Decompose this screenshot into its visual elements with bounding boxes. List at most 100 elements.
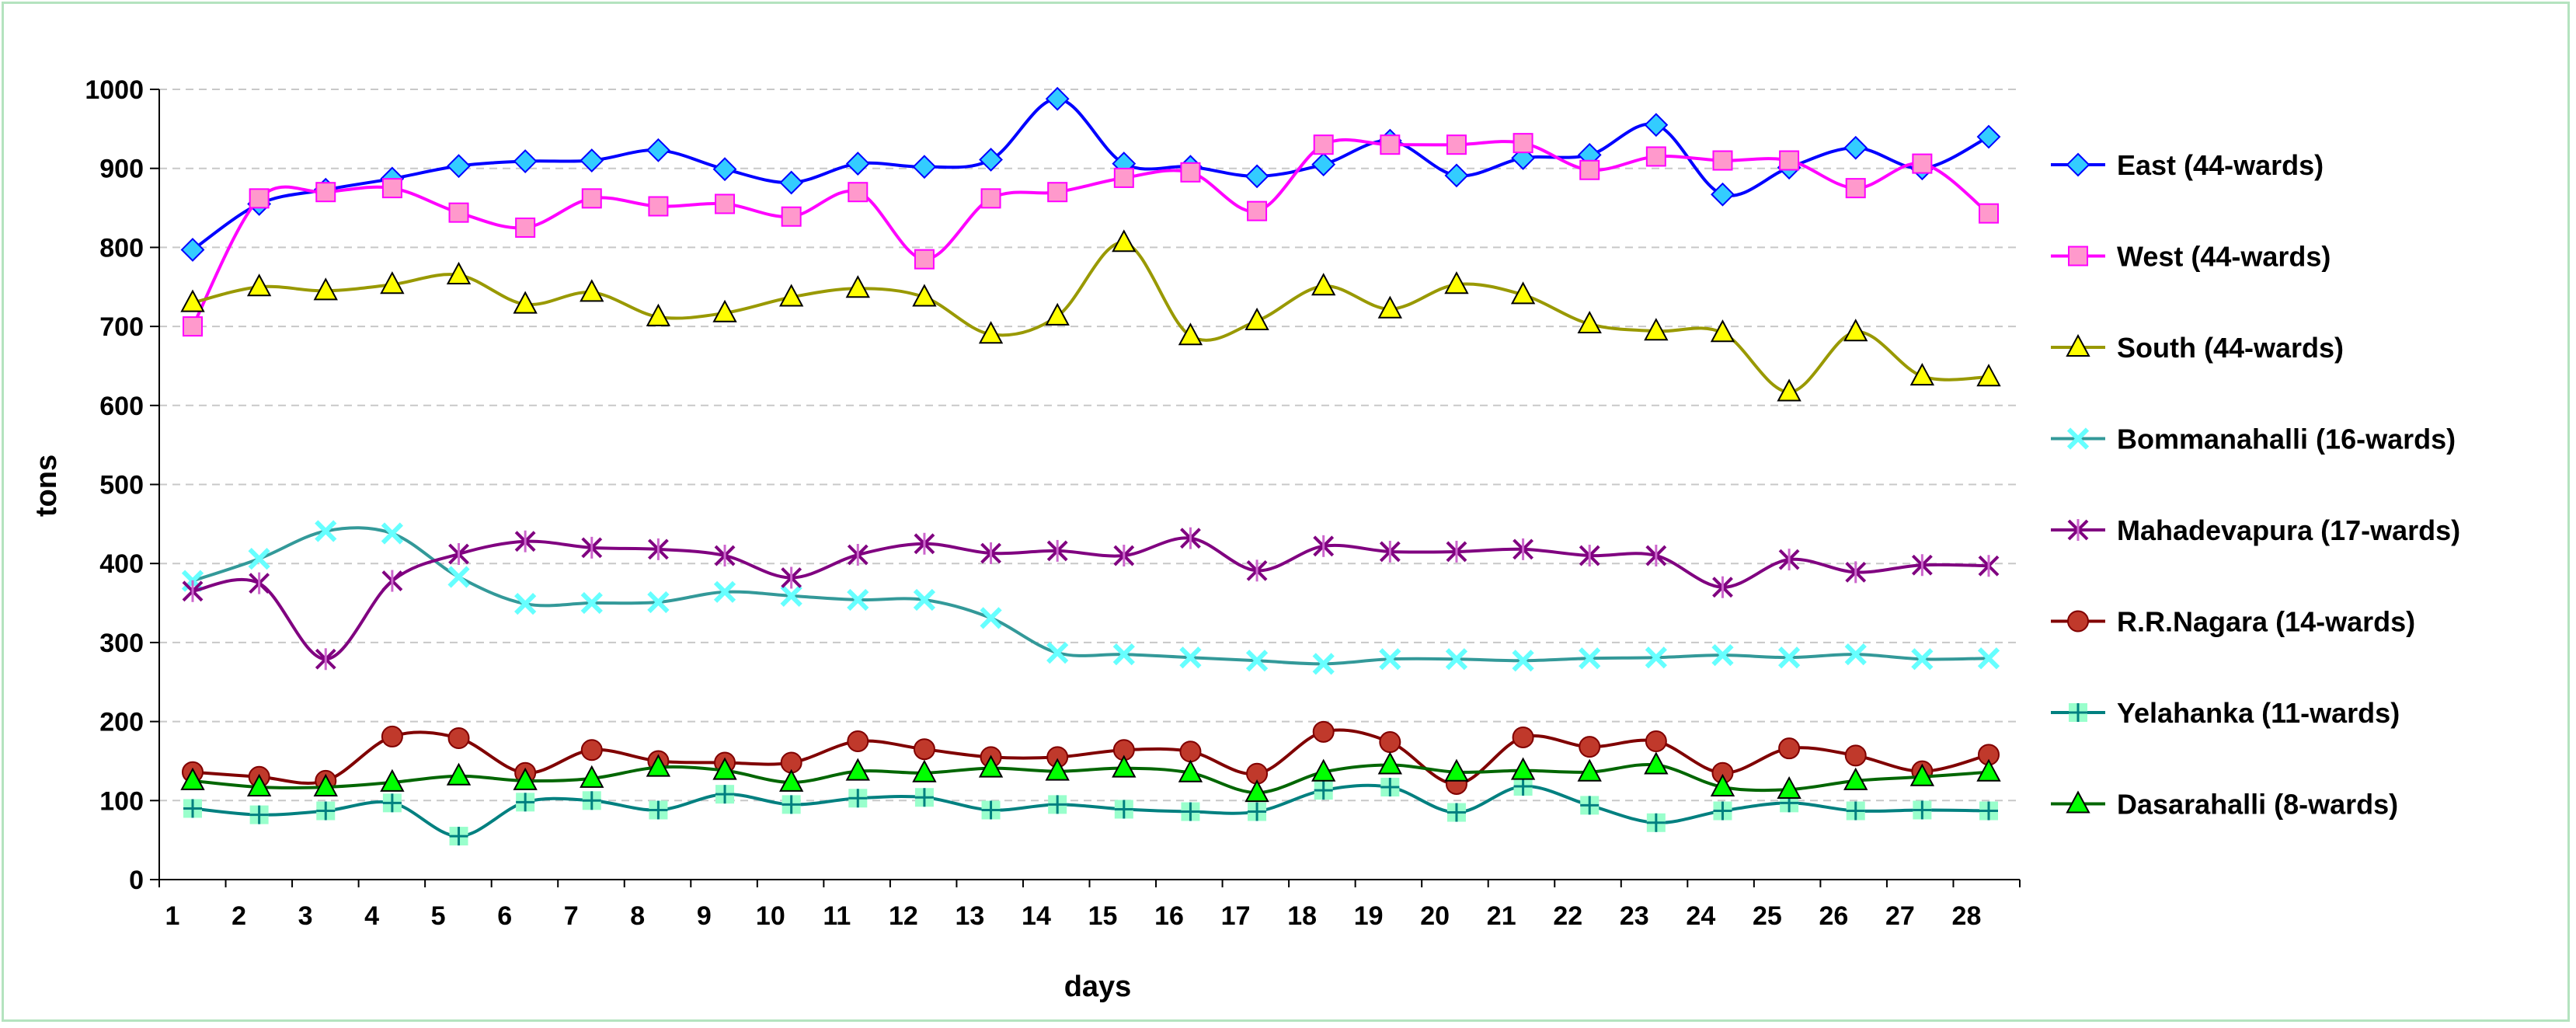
data-point-west-44-wards-day-24 bbox=[1712, 150, 1733, 171]
data-point-dasarahalli-8-wards-day-4 bbox=[380, 768, 405, 792]
data-point-r-r-nagara-14-wards-day-22 bbox=[1579, 736, 1601, 758]
data-point-dasarahalli-8-wards-day-21 bbox=[1510, 757, 1536, 780]
data-point-east-44-wards-day-26 bbox=[1843, 135, 1868, 160]
legend-label: South (44-wards) bbox=[2117, 332, 2344, 364]
legend-item-yelahanka-11-wards: Yelahanka (11-wards) bbox=[2051, 697, 2400, 729]
data-point-west-44-wards-day-10 bbox=[781, 206, 802, 227]
data-point-bommanahalli-16-wards-day-3 bbox=[315, 520, 337, 542]
data-point-mahadevapura-17-wards-day-22 bbox=[1579, 545, 1600, 567]
x-tick-label: 13 bbox=[956, 901, 985, 931]
legend-label: East (44-wards) bbox=[2117, 149, 2324, 181]
data-point-mahadevapura-17-wards-day-17 bbox=[1246, 559, 1268, 582]
data-point-bommanahalli-16-wards-day-24 bbox=[1711, 644, 1734, 667]
series-south-44-wards bbox=[180, 229, 2001, 402]
data-point-south-44-wards-day-11 bbox=[845, 275, 870, 298]
data-point-dasarahalli-8-wards-day-20 bbox=[1444, 758, 1469, 782]
data-point-mahadevapura-17-wards-day-9 bbox=[714, 545, 736, 567]
gridlines bbox=[159, 89, 2020, 802]
data-point-yelahanka-11-wards-day-6 bbox=[516, 793, 535, 812]
x-tick-label: 16 bbox=[1154, 901, 1184, 931]
data-point-bommanahalli-16-wards-day-17 bbox=[1245, 650, 1269, 672]
data-point-yelahanka-11-wards-day-7 bbox=[582, 791, 601, 810]
data-point-south-44-wards-day-21 bbox=[1510, 281, 1536, 305]
data-point-west-44-wards-day-14 bbox=[1047, 182, 1068, 203]
data-point-west-44-wards-day-15 bbox=[1113, 167, 1134, 188]
x-tick-label: 24 bbox=[1686, 901, 1715, 931]
data-point-yelahanka-11-wards-day-5 bbox=[449, 827, 468, 846]
data-point-dasarahalli-8-wards-day-11 bbox=[845, 758, 870, 781]
y-tick-label: 600 bbox=[99, 392, 144, 421]
x-tick-label: 26 bbox=[1819, 901, 1848, 931]
data-point-west-44-wards-day-22 bbox=[1579, 159, 1600, 180]
data-point-yelahanka-11-wards-day-28 bbox=[1979, 801, 1998, 821]
series-line-east-44-wards bbox=[191, 97, 1989, 252]
legend-item-west-44-wards: West (44-wards) bbox=[2051, 241, 2331, 273]
x-tick-label: 10 bbox=[756, 901, 785, 931]
y-axis-title: tons bbox=[30, 455, 63, 517]
data-point-dasarahalli-8-wards-day-19 bbox=[1377, 751, 1403, 775]
y-tick-label: 1000 bbox=[85, 75, 144, 105]
legend-item-bommanahalli-16-wards: Bommanahalli (16-wards) bbox=[2051, 423, 2456, 455]
data-point-mahadevapura-17-wards-day-5 bbox=[448, 542, 469, 565]
data-point-bommanahalli-16-wards-day-14 bbox=[1046, 641, 1069, 664]
data-point-r-r-nagara-14-wards-day-19 bbox=[1379, 731, 1401, 754]
data-point-r-r-nagara-14-wards-day-4 bbox=[381, 725, 403, 747]
data-point-dasarahalli-8-wards-day-6 bbox=[513, 767, 538, 790]
x-tick-label: 17 bbox=[1221, 901, 1251, 931]
data-point-south-44-wards-day-15 bbox=[1112, 229, 1137, 253]
data-point-mahadevapura-17-wards-day-4 bbox=[381, 570, 403, 592]
data-point-r-r-nagara-14-wards-day-16 bbox=[1179, 741, 1202, 763]
data-point-bommanahalli-16-wards-day-8 bbox=[647, 591, 670, 614]
data-point-dasarahalli-8-wards-day-28 bbox=[1976, 758, 2001, 782]
data-point-mahadevapura-17-wards-day-1 bbox=[182, 580, 204, 602]
data-point-west-44-wards-day-18 bbox=[1313, 134, 1334, 155]
data-point-south-44-wards-day-9 bbox=[712, 299, 737, 322]
data-point-bommanahalli-16-wards-day-18 bbox=[1312, 653, 1335, 675]
data-point-dasarahalli-8-wards-day-10 bbox=[778, 768, 804, 792]
data-point-mahadevapura-17-wards-day-11 bbox=[847, 544, 869, 566]
data-point-west-44-wards-day-16 bbox=[1180, 162, 1201, 183]
legend-item-dasarahalli-8-wards: Dasarahalli (8-wards) bbox=[2051, 789, 2398, 821]
data-point-dasarahalli-8-wards-day-8 bbox=[646, 754, 671, 777]
data-point-west-44-wards-day-12 bbox=[914, 249, 935, 270]
data-point-dasarahalli-8-wards-day-3 bbox=[313, 773, 338, 797]
data-point-west-44-wards-day-27 bbox=[1912, 153, 1933, 174]
data-point-bommanahalli-16-wards-day-9 bbox=[713, 580, 736, 603]
legend: East (44-wards) West (44-wards) South (44-… bbox=[2051, 149, 2460, 821]
legend-item-mahadevapura-17-wards: Mahadevapura (17-wards) bbox=[2051, 514, 2460, 546]
series-dasarahalli-8-wards bbox=[180, 751, 2001, 803]
series-line-yelahanka-11-wards bbox=[192, 783, 1989, 838]
data-point-west-44-wards-day-19 bbox=[1380, 134, 1401, 155]
series-line-r-r-nagara-14-wards bbox=[192, 728, 1989, 786]
data-point-yelahanka-11-wards-day-12 bbox=[914, 788, 934, 807]
data-point-west-44-wards-day-21 bbox=[1513, 133, 1533, 154]
data-point-south-44-wards-day-7 bbox=[580, 279, 604, 302]
data-point-south-44-wards-day-2 bbox=[246, 274, 272, 297]
x-tick-label: 22 bbox=[1553, 901, 1582, 931]
data-point-east-44-wards-day-5 bbox=[447, 154, 471, 179]
data-point-yelahanka-11-wards-day-15 bbox=[1114, 800, 1133, 819]
x-tick-label: 3 bbox=[298, 901, 313, 931]
data-point-yelahanka-11-wards-day-1 bbox=[183, 799, 202, 818]
data-point-east-44-wards-day-8 bbox=[646, 138, 670, 162]
data-point-yelahanka-11-wards-day-9 bbox=[715, 785, 735, 804]
legend-label: Yelahanka (11-wards) bbox=[2117, 697, 2400, 729]
data-point-yelahanka-11-wards-day-21 bbox=[1513, 776, 1533, 796]
data-point-east-44-wards-day-10 bbox=[779, 170, 804, 195]
data-point-yelahanka-11-wards-day-16 bbox=[1181, 802, 1200, 821]
data-point-south-44-wards-day-19 bbox=[1377, 295, 1403, 319]
data-point-mahadevapura-17-wards-day-8 bbox=[647, 538, 669, 560]
x-tick-label: 15 bbox=[1088, 901, 1118, 931]
legend-marker bbox=[2066, 790, 2090, 814]
legend-item-south-44-wards: South (44-wards) bbox=[2051, 332, 2344, 364]
x-axis-title: days bbox=[1064, 971, 1132, 1003]
series-line-south-44-wards bbox=[192, 241, 1989, 394]
data-point-west-44-wards-day-11 bbox=[848, 182, 869, 203]
data-point-east-44-wards-day-13 bbox=[979, 148, 1003, 172]
data-point-dasarahalli-8-wards-day-17 bbox=[1244, 779, 1269, 803]
data-point-mahadevapura-17-wards-day-15 bbox=[1113, 545, 1135, 567]
data-point-dasarahalli-8-wards-day-14 bbox=[1045, 758, 1070, 781]
data-point-west-44-wards-day-28 bbox=[1979, 203, 1999, 224]
data-point-south-44-wards-day-4 bbox=[380, 271, 405, 294]
